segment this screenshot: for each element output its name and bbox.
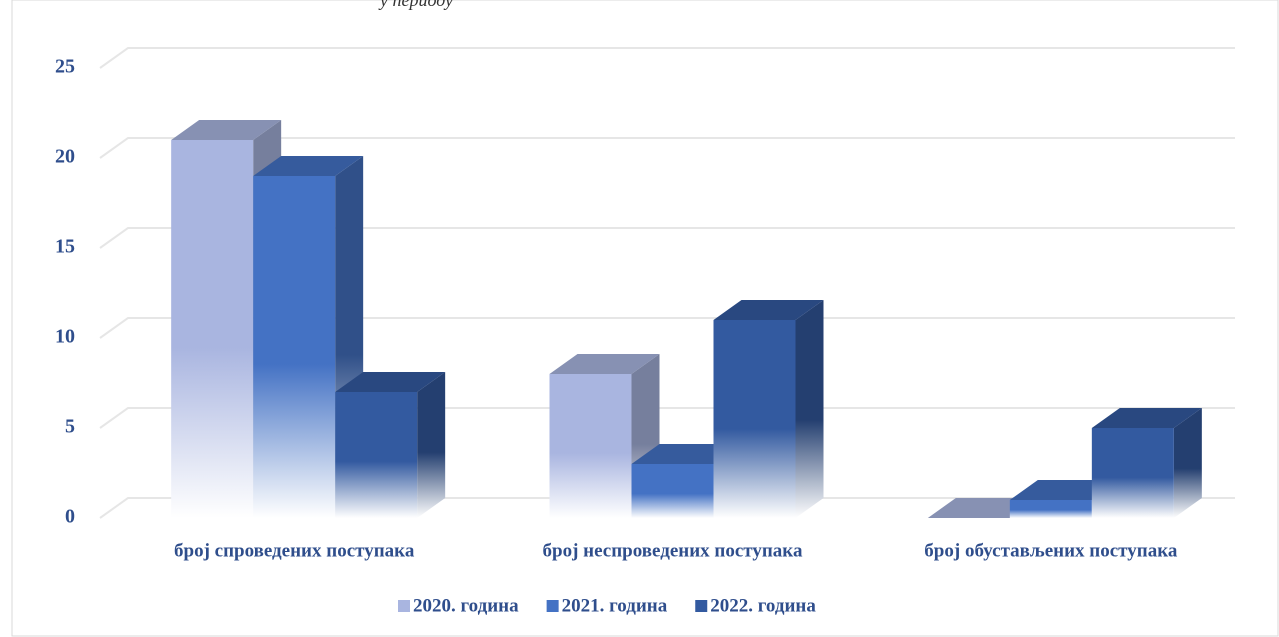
bar-top: [1091, 408, 1202, 428]
bar-side: [1173, 408, 1202, 518]
bar-top: [335, 372, 446, 392]
bar-front: [335, 392, 418, 518]
legend-label: 2021. година: [562, 595, 668, 616]
legend-label: 2020. година: [413, 595, 519, 616]
bar-front: [713, 320, 796, 518]
bar-front: [171, 140, 254, 518]
bar: [1091, 408, 1202, 518]
legend-swatch: [398, 600, 410, 612]
y-tick-label: 0: [65, 506, 75, 528]
y-tick-label: 10: [55, 326, 75, 348]
bar: [713, 300, 824, 518]
legend-label: 2022. година: [710, 595, 816, 616]
bar-top: [253, 156, 364, 176]
grid-line: [99, 227, 1235, 249]
y-tick-label: 25: [55, 56, 75, 78]
note: у периоду: [378, 0, 453, 10]
x-tick-label: број обустављених поступака: [924, 540, 1178, 561]
grid-line: [99, 47, 1235, 69]
grid-line: [99, 497, 1235, 519]
x-tick-label: број спроведених поступака: [174, 540, 415, 561]
bar-top: [171, 120, 282, 140]
chart-border: [11, 0, 1279, 637]
y-tick-label: 5: [65, 416, 75, 438]
bar-top: [549, 354, 660, 374]
grid-line: [99, 137, 1235, 159]
bar-front: [549, 374, 632, 518]
bar-side: [795, 300, 824, 518]
x-tick-label: број неспроведених поступака: [543, 540, 803, 561]
bar: [335, 372, 446, 518]
y-tick-label: 20: [55, 146, 75, 168]
bar-front: [253, 176, 336, 518]
grid-line: [99, 317, 1235, 339]
legend-swatch: [546, 600, 559, 612]
bar-front: [1091, 428, 1174, 518]
bar-top: [713, 300, 824, 320]
bar-front: [631, 464, 714, 518]
grid-line: [99, 407, 1235, 429]
y-tick-label: 15: [55, 236, 75, 258]
bar-front: [1009, 500, 1092, 518]
bar-side: [417, 372, 446, 518]
legend-swatch: [695, 600, 708, 612]
